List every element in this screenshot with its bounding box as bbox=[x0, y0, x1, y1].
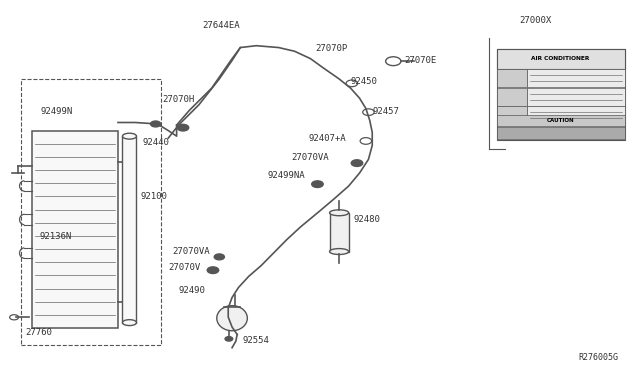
Bar bbox=[32, 131, 118, 328]
Bar bbox=[527, 106, 625, 124]
Text: 27644EA: 27644EA bbox=[202, 21, 240, 30]
Text: 27070H: 27070H bbox=[162, 95, 194, 104]
Text: 92490: 92490 bbox=[179, 286, 205, 295]
Bar bbox=[330, 213, 349, 251]
Text: 92554: 92554 bbox=[243, 336, 269, 345]
Circle shape bbox=[351, 160, 363, 166]
Bar bbox=[497, 69, 527, 87]
Ellipse shape bbox=[122, 133, 136, 139]
Bar bbox=[20, 79, 161, 345]
Text: CAUTION: CAUTION bbox=[547, 118, 574, 123]
Text: 92100: 92100 bbox=[140, 192, 167, 201]
Text: 92450: 92450 bbox=[351, 77, 378, 86]
Bar bbox=[527, 88, 625, 106]
Text: 92440: 92440 bbox=[143, 138, 170, 147]
Ellipse shape bbox=[217, 306, 247, 331]
Text: 92457: 92457 bbox=[372, 107, 399, 116]
Bar bbox=[497, 49, 625, 140]
Bar bbox=[497, 115, 625, 126]
Text: 27760: 27760 bbox=[26, 328, 52, 337]
Text: 27070E: 27070E bbox=[404, 56, 436, 65]
Circle shape bbox=[150, 121, 161, 127]
Ellipse shape bbox=[330, 210, 349, 216]
Text: 27000X: 27000X bbox=[519, 16, 551, 25]
Text: 27070VA: 27070VA bbox=[291, 153, 329, 162]
Text: 92480: 92480 bbox=[353, 215, 380, 224]
Text: 92136N: 92136N bbox=[40, 232, 72, 241]
Text: 92499N: 92499N bbox=[41, 107, 73, 116]
Text: 27070VA: 27070VA bbox=[172, 247, 210, 256]
Ellipse shape bbox=[122, 320, 136, 326]
Circle shape bbox=[225, 337, 233, 341]
Bar bbox=[497, 106, 527, 124]
Bar bbox=[527, 69, 625, 87]
Text: 27070V: 27070V bbox=[168, 263, 200, 272]
Bar bbox=[497, 127, 625, 139]
Text: 27070P: 27070P bbox=[315, 44, 347, 53]
Text: R276005G: R276005G bbox=[578, 353, 618, 362]
Circle shape bbox=[214, 254, 225, 260]
Text: 92499NA: 92499NA bbox=[268, 171, 305, 180]
Text: 92407+A: 92407+A bbox=[308, 134, 346, 143]
Bar bbox=[497, 88, 527, 106]
Text: AIR CONDITIONER: AIR CONDITIONER bbox=[531, 57, 589, 61]
Ellipse shape bbox=[330, 248, 349, 254]
Bar bbox=[122, 136, 136, 323]
Circle shape bbox=[177, 124, 189, 131]
Circle shape bbox=[207, 267, 219, 273]
Bar bbox=[497, 49, 625, 68]
Circle shape bbox=[312, 181, 323, 187]
